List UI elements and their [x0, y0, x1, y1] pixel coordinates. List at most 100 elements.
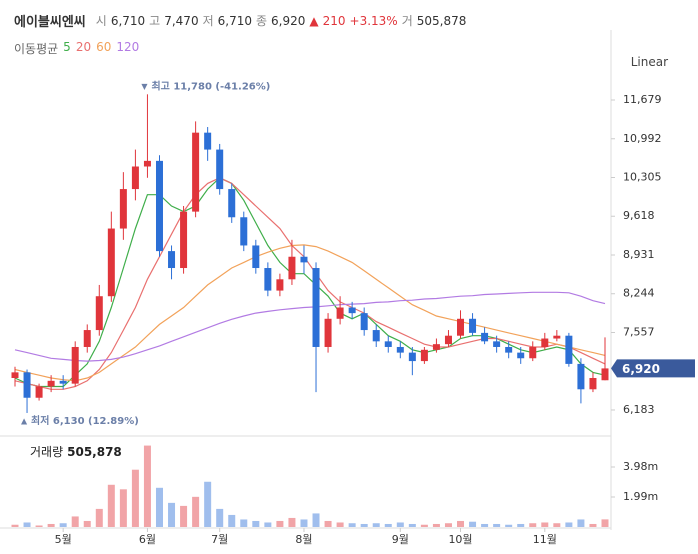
volume-bar	[168, 502, 176, 527]
candle-body	[529, 346, 537, 359]
candle-body	[288, 256, 296, 280]
volume-bar	[35, 525, 43, 527]
volume-bar	[324, 520, 332, 527]
candle-body	[336, 307, 344, 319]
y-tick-label: 10,305	[623, 171, 662, 184]
candle-body	[481, 332, 489, 342]
volume-bar	[180, 505, 188, 527]
volume-bar	[589, 523, 597, 527]
annotation: 최저 6,130 (12.89%)	[31, 414, 139, 427]
candle-body	[216, 149, 224, 190]
candle-body	[240, 217, 248, 246]
x-tick-label: 5월	[55, 533, 72, 546]
change: 210	[322, 13, 346, 28]
y-tick-label: 1.99m	[623, 490, 658, 503]
y-tick-label: 8,931	[623, 248, 655, 261]
volume-bar	[252, 520, 260, 527]
candle-body	[131, 166, 139, 190]
candle-body	[589, 378, 597, 390]
volume-bar	[372, 523, 380, 527]
volume-title: 거래량 505,878	[30, 445, 122, 459]
candle-body	[204, 132, 212, 150]
x-tick-label: 7월	[211, 533, 228, 546]
volume-bar	[348, 523, 356, 527]
candle-body	[348, 307, 356, 314]
candle-body	[276, 279, 284, 291]
volume-bar	[23, 522, 31, 527]
ma-line	[14, 244, 606, 382]
volume-bar	[384, 523, 392, 527]
candle-body	[577, 363, 585, 390]
volume-bar	[228, 514, 236, 527]
volume-bar	[11, 524, 19, 527]
volume-bar	[396, 522, 404, 527]
volume-bar	[481, 523, 489, 527]
candle-body	[601, 368, 609, 381]
candle-body	[83, 330, 91, 347]
y-tick-label: 10,992	[623, 132, 662, 145]
candle-body	[312, 268, 320, 347]
candle-body	[23, 372, 31, 398]
y-tick-label: 11,679	[623, 93, 662, 106]
scale-button[interactable]: Linear	[630, 55, 668, 69]
candle-body	[457, 318, 465, 336]
volume-bar	[71, 516, 79, 527]
candle-body	[565, 335, 573, 364]
candle-body	[143, 160, 151, 167]
volume-bar	[131, 469, 139, 527]
volume-bar	[336, 522, 344, 527]
price-badge	[611, 359, 695, 378]
annotation: 최고 11,780 (-41.26%)	[151, 79, 270, 92]
annotation-arrow: ▲	[21, 416, 28, 425]
volume-label: 거	[401, 14, 413, 28]
field-label: 종	[255, 14, 268, 28]
volume-bar	[553, 523, 561, 527]
stock-name: 에이블씨엔씨	[14, 15, 86, 30]
candle-body	[47, 380, 55, 387]
candle-body	[493, 341, 501, 347]
volume-bar	[493, 523, 501, 527]
candle-body	[408, 352, 416, 362]
volume-bar	[517, 523, 525, 527]
field-label: 고	[149, 14, 161, 28]
volume-bar	[264, 522, 272, 527]
candle-body	[35, 386, 43, 398]
volume-bar	[300, 519, 308, 527]
candle-body	[444, 335, 452, 345]
volume-bar	[360, 523, 368, 527]
volume-bar	[288, 517, 296, 527]
volume-bar	[107, 484, 115, 527]
y-tick-label: 3.98m	[623, 460, 658, 473]
volume-bar	[216, 508, 224, 527]
volume-bar	[47, 523, 55, 527]
candle-body	[180, 211, 188, 269]
legend-entry: 5	[63, 40, 71, 54]
x-tick-label: 6월	[139, 533, 156, 546]
volume-bar	[192, 496, 200, 527]
volume-title-value: 505,878	[67, 445, 122, 459]
legend: 이동평균 5 20 60 120	[14, 40, 139, 57]
volume-bar	[143, 445, 151, 527]
volume-bar	[565, 522, 573, 527]
candle-body	[360, 313, 368, 331]
volume-bar	[541, 522, 549, 527]
x-tick-label: 8월	[295, 533, 312, 546]
ma-line	[14, 177, 606, 388]
candle-body	[553, 335, 561, 339]
volume-bar	[469, 521, 477, 527]
candle-body	[192, 132, 200, 212]
ma-line	[14, 177, 606, 390]
header: 에이블씨엔씨 시 6,710 고 7,470 저 6,710 종 6,920 ▲…	[14, 11, 466, 31]
candle-body	[71, 346, 79, 384]
legend-entry: 60	[96, 40, 112, 54]
candle-body	[59, 380, 67, 384]
field-value: 6,920	[271, 13, 306, 28]
annotation-arrow: ▼	[141, 82, 148, 91]
volume-title-label: 거래량	[30, 445, 63, 459]
candle-body	[432, 344, 440, 350]
candle-body	[469, 318, 477, 333]
x-tick-label: 11월	[533, 533, 557, 546]
candle-body	[11, 372, 19, 378]
volume-bar	[312, 513, 320, 527]
